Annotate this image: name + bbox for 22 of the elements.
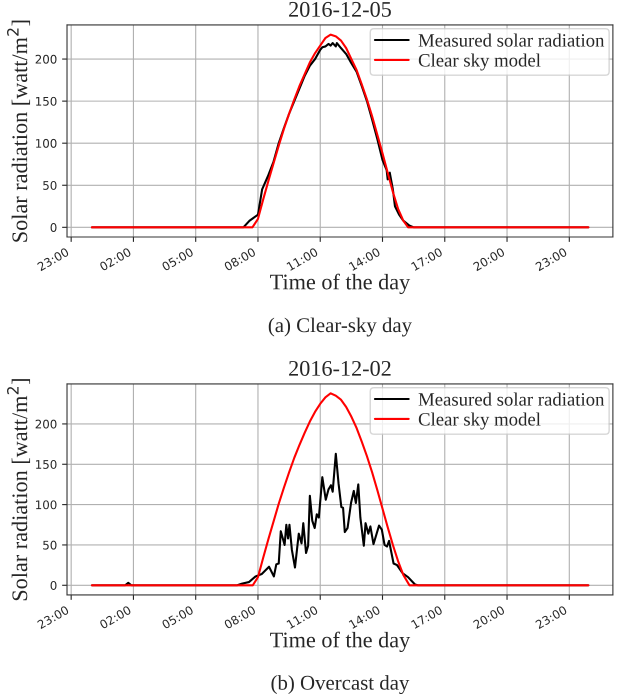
legend-label: Measured solar radiation: [418, 34, 604, 47]
y-tick-label: 0: [50, 581, 57, 590]
legend-label: Clear sky model: [418, 53, 541, 71]
y-tick-label: 50: [43, 540, 57, 550]
chart-title: 2016-12-02: [289, 360, 391, 376]
y-tick-label: 200: [36, 420, 57, 429]
legend-label: Measured solar radiation: [418, 392, 604, 406]
y-tick-label: 100: [36, 500, 57, 510]
text: (a) Clear-sky day: [268, 318, 412, 337]
x-axis-title: Time of the day: [270, 632, 410, 652]
y-tick-label: 100: [36, 138, 57, 148]
y-axis-title: Solar radiation [watt/m$^{2}$]: [7, 379, 30, 600]
y-axis-title: Solar radiation [watt/m$^{2}$]: [7, 20, 30, 242]
y-tick-label: 0: [50, 223, 57, 232]
y-tick-label: 150: [36, 96, 57, 106]
y-tick-label: 50: [43, 180, 57, 190]
x-axis-title: Time of the day: [270, 274, 410, 294]
text: (b) Overcast day: [271, 675, 410, 694]
y-tick-label: 150: [36, 460, 57, 469]
legend-label: Clear sky model: [418, 412, 541, 430]
chart-title: 2016-12-05: [289, 2, 391, 17]
y-tick-label: 200: [36, 54, 57, 64]
